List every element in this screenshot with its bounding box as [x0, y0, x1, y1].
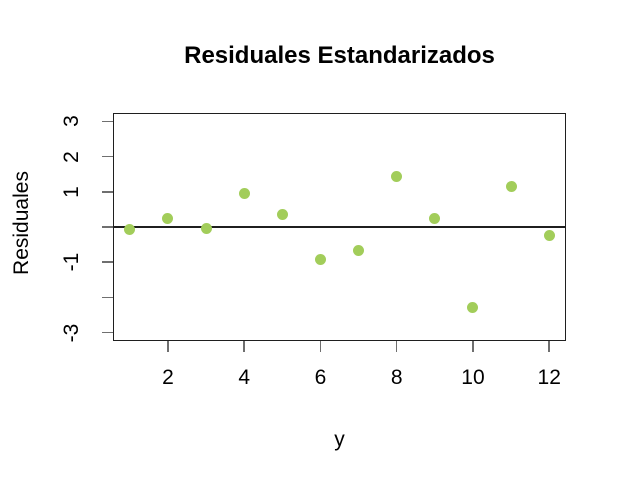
data-point	[124, 223, 136, 235]
x-axis-tick	[548, 341, 550, 352]
y-axis-tick	[102, 296, 113, 299]
y-axis-tick	[102, 120, 113, 123]
y-axis-tick	[102, 331, 113, 334]
x-axis-tick-label: 4	[238, 366, 250, 389]
data-point	[200, 223, 212, 235]
y-axis-tick-label: -1	[60, 252, 83, 272]
y-axis-tick	[102, 191, 113, 193]
x-axis-tick	[167, 341, 169, 352]
y-axis-title: Residuales	[10, 171, 33, 275]
x-axis-tick	[243, 341, 245, 352]
data-point	[429, 212, 441, 224]
x-axis-tick	[472, 341, 474, 352]
x-axis-tick-label: 12	[537, 366, 561, 389]
data-point	[543, 230, 555, 242]
y-axis-tick-label: 1	[60, 185, 83, 198]
data-point	[162, 213, 174, 225]
y-axis-tick	[102, 261, 113, 263]
y-axis-tick-label: 3	[60, 115, 83, 128]
x-axis-title: y	[334, 428, 345, 451]
data-point	[467, 301, 479, 313]
y-axis-tick	[102, 155, 113, 158]
x-axis-tick-label: 2	[162, 366, 174, 389]
data-point	[238, 188, 250, 200]
chart-title: Residuales Estandarizados	[184, 42, 495, 69]
x-axis-tick-label: 10	[461, 366, 485, 389]
y-axis-tick	[102, 226, 113, 228]
x-axis-tick	[395, 341, 398, 352]
data-point	[505, 180, 517, 192]
reference-line	[113, 226, 566, 228]
x-axis-tick	[319, 341, 322, 352]
data-point	[353, 245, 365, 257]
x-axis-tick-label: 6	[314, 366, 327, 389]
data-point	[276, 208, 288, 220]
y-axis-tick-label: -3	[60, 323, 83, 342]
data-point	[314, 253, 326, 265]
data-point	[391, 170, 403, 182]
x-axis-tick-label: 8	[390, 366, 403, 389]
y-axis-tick-label: 2	[60, 150, 83, 163]
